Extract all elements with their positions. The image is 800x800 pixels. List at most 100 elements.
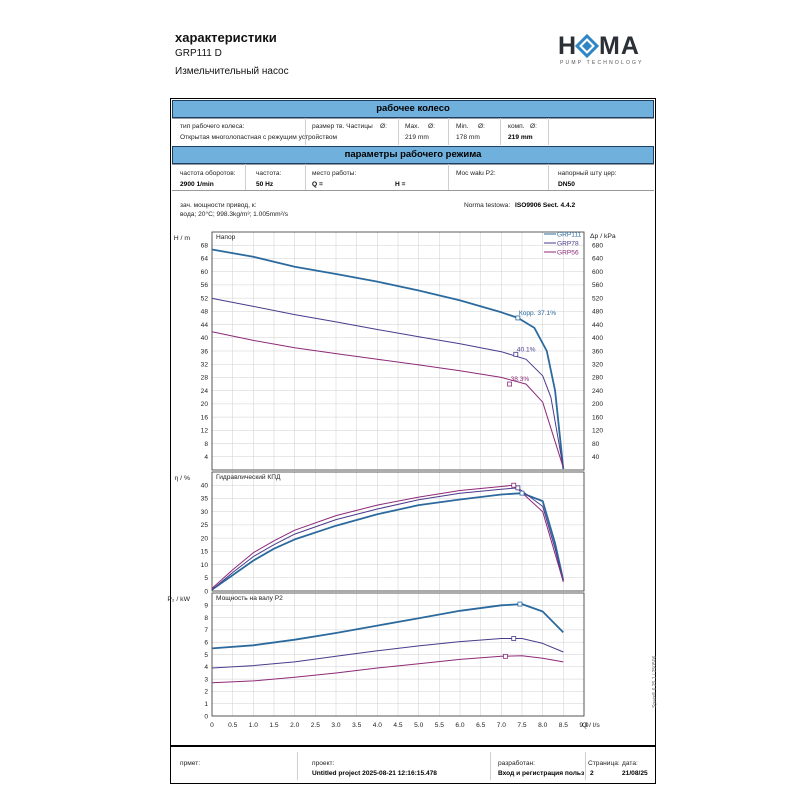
author-value: Вход и регистрация пользователя xyxy=(498,770,584,777)
date-value: 21/08/25 xyxy=(622,770,648,777)
y-tick-label: 36 xyxy=(201,348,209,355)
y-tick-label: 16 xyxy=(201,414,209,421)
series-line-grp56 xyxy=(211,331,564,468)
datasheet-frame xyxy=(170,98,656,746)
y-axis-label: η / % xyxy=(175,475,191,482)
pump-model: GRP111 D xyxy=(175,48,222,59)
y-tick-label: 40 xyxy=(201,483,209,490)
y-tick-label: 15 xyxy=(201,549,209,556)
norma-value: ISO9906 Sect. 4.4.2 xyxy=(515,202,576,209)
series-line-grp56 xyxy=(211,655,564,684)
y2-tick-label: 440 xyxy=(592,322,603,329)
y-tick-label: 12 xyxy=(201,428,209,435)
y-tick-label: 5 xyxy=(204,575,208,582)
norma-label: Norma testowa: xyxy=(464,202,511,209)
series-line-grp111 xyxy=(211,492,565,591)
y-tick-label: 30 xyxy=(201,509,209,516)
x-axis-label: Q / l/s xyxy=(582,722,600,729)
y-tick-label: 8 xyxy=(204,441,208,448)
x-tick-label: 1.5 xyxy=(269,722,278,729)
h-label: H = xyxy=(395,181,406,188)
efficiency-peak-marker xyxy=(511,482,517,488)
y-tick-label: 48 xyxy=(201,309,209,316)
y-axis-label: P₂ / kW xyxy=(167,596,190,603)
x-tick-label: 4.0 xyxy=(373,722,382,729)
y2-tick-label: 400 xyxy=(592,335,603,342)
q-label: Q = xyxy=(312,181,323,188)
panel-title: Гидравлический КПД xyxy=(216,473,281,481)
y-axis-label: H / m xyxy=(174,235,191,242)
logo-text: H xyxy=(558,32,577,60)
series-line-grp78 xyxy=(211,638,564,669)
series-line-grp56 xyxy=(211,484,564,589)
y-tick-label: 52 xyxy=(201,295,209,302)
duty-point-label: место работы: xyxy=(312,170,357,177)
legend-label-grp111: GRP111 xyxy=(557,232,582,239)
y2-tick-label: 80 xyxy=(592,441,600,448)
x-tick-label: 2.5 xyxy=(311,722,320,729)
page-value: 2 xyxy=(590,770,594,777)
y-tick-label: 20 xyxy=(201,401,209,408)
x-tick-label: 3.5 xyxy=(352,722,361,729)
y-tick-label: 4 xyxy=(204,664,208,671)
y-tick-label: 40 xyxy=(201,335,209,342)
y-tick-label: 10 xyxy=(201,562,209,569)
y-tick-label: 64 xyxy=(201,256,209,263)
speed-value: 2900 1/min xyxy=(180,181,214,188)
dia-symbol-4: Ø: xyxy=(530,123,537,130)
legend-label-grp56: GRP56 xyxy=(557,250,579,257)
series-line-grp78 xyxy=(211,487,564,591)
y2-tick-label: 200 xyxy=(592,401,603,408)
duty-point-marker xyxy=(515,315,521,321)
logo-tagline: PUMP TECHNOLOGY xyxy=(560,60,644,66)
y-tick-label: 8 xyxy=(204,615,208,622)
x-tick-label: 3.0 xyxy=(331,722,340,729)
y-tick-label: 7 xyxy=(204,627,208,634)
solids-size-label: размер тв. Частицы xyxy=(312,123,373,130)
author-label: разработан: xyxy=(498,760,536,767)
pump-type: Измельчительный насос xyxy=(175,66,289,77)
efficiency-annotation: Корр. 37.1% xyxy=(519,310,556,317)
x-tick-label: 7.5 xyxy=(517,722,526,729)
date-label: дата: xyxy=(622,760,638,767)
y-tick-label: 24 xyxy=(201,388,209,395)
y-tick-label: 4 xyxy=(204,454,208,461)
x-tick-label: 5.5 xyxy=(435,722,444,729)
series-line-grp111 xyxy=(211,248,565,470)
y-tick-label: 0 xyxy=(204,713,208,720)
y-tick-label: 60 xyxy=(201,269,209,276)
freq-value: 50 Hz xyxy=(256,181,274,188)
y2-tick-label: 240 xyxy=(592,388,603,395)
note-line-2: вода; 20°C; 998.3kg/m³; 1.005mm²/s xyxy=(180,211,288,218)
footer-box xyxy=(170,746,656,784)
power-duty-marker xyxy=(503,653,508,659)
min-label: Min. xyxy=(456,123,469,130)
x-tick-label: 2.0 xyxy=(290,722,299,729)
panel-title: Мощность на валу P2 xyxy=(216,595,283,602)
y-tick-label: 44 xyxy=(201,322,209,329)
max-value: 219 mm xyxy=(405,134,429,141)
x-tick-label: 8.0 xyxy=(538,722,547,729)
y2-tick-label: 160 xyxy=(592,414,603,421)
y-tick-label: 1 xyxy=(204,701,208,708)
y2-axis-label: Δp / kPa xyxy=(590,233,616,240)
freq-label: частота: xyxy=(256,170,282,177)
series-line-grp111 xyxy=(211,603,564,650)
max-label: Max. xyxy=(405,123,420,130)
y2-tick-label: 280 xyxy=(592,375,603,382)
software-stamp: Spaix® 6.25.1 / 250506 xyxy=(652,655,658,708)
y-tick-label: 25 xyxy=(201,522,209,529)
y-tick-label: 35 xyxy=(201,496,209,503)
logo-diamond-core xyxy=(582,41,592,51)
x-tick-label: 9.0 xyxy=(579,722,588,729)
y2-tick-label: 520 xyxy=(592,295,603,302)
y2-tick-label: 120 xyxy=(592,428,603,435)
y2-tick-label: 640 xyxy=(592,256,603,263)
x-tick-label: 5.0 xyxy=(414,722,423,729)
dia-symbol-3: Ø: xyxy=(478,123,485,130)
dia-symbol-2: Ø: xyxy=(428,123,435,130)
y-tick-label: 6 xyxy=(204,640,208,647)
panel-title: Напор xyxy=(216,234,236,241)
x-tick-label: 6.5 xyxy=(476,722,485,729)
